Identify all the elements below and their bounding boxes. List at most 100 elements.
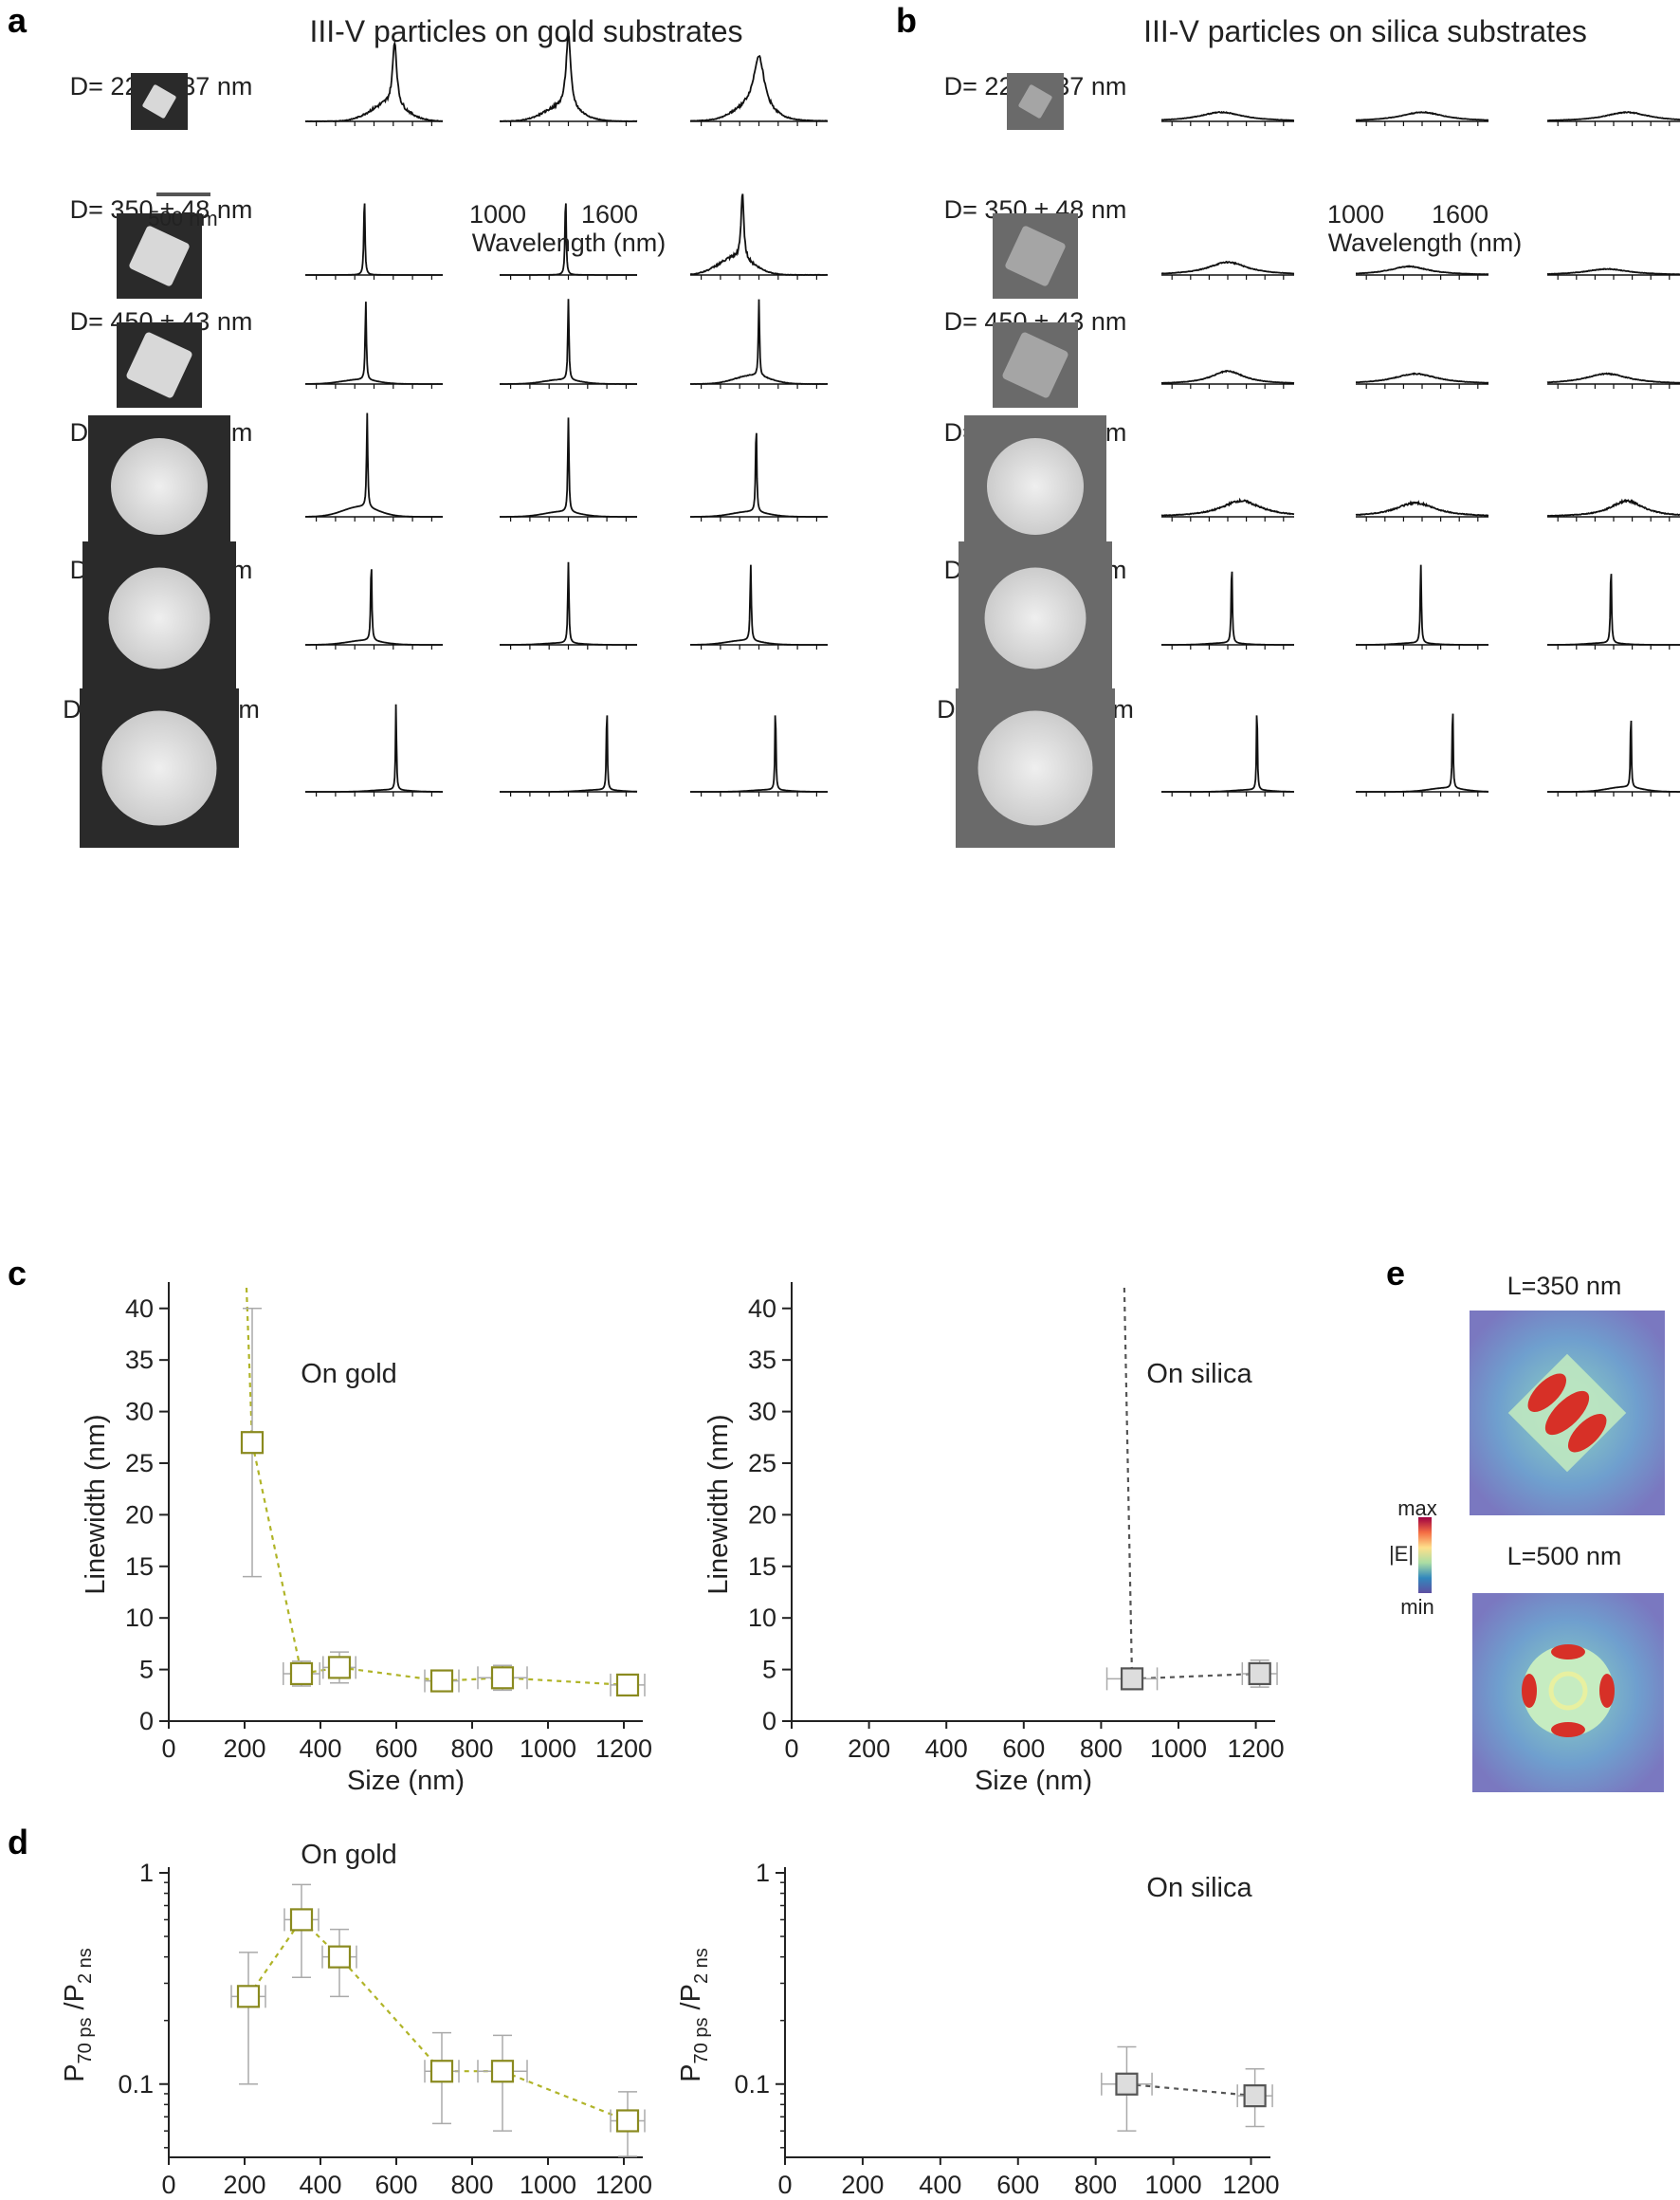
x-tick-label-c-gold-1: 200 (223, 1734, 265, 1763)
data-point-d-silica-0 (1101, 2045, 1153, 2132)
spectrum-gold-3-0 (305, 412, 443, 518)
y-tick-label-c-gold-0: 0 (139, 1707, 154, 1735)
series-line-d-gold (247, 1917, 629, 2122)
x-tick-label-d-gold-1: 200 (223, 2171, 265, 2199)
spectrum-silica-2-2 (1546, 372, 1680, 384)
colorbar: max |E| min (1389, 1496, 1437, 1619)
sem-particle-silica-5 (977, 710, 1093, 826)
spectrum-gold-2-2 (689, 299, 829, 385)
sem-particle-silica-2 (1002, 332, 1068, 398)
data-point-d-gold-3 (424, 2031, 460, 2125)
marker-d-silica-1 (1243, 2084, 1267, 2108)
y-axis-label-d-silica: P70 ps /P2 ns (676, 1948, 712, 2082)
y-tick-label-c-silica-2: 10 (748, 1604, 776, 1632)
marker-d-silica-0 (1115, 2072, 1139, 2096)
marker-d-gold-1 (289, 1908, 314, 1932)
field-map-2-hotspot-left (1522, 1674, 1537, 1708)
spectra-axis-annotation-a: 1000 1600 Wavelength (nm) (469, 200, 666, 257)
y-tick-label-c-gold-8: 40 (125, 1294, 154, 1323)
spectrum-silica-3-2 (1546, 498, 1680, 518)
spectrum-silica-3-1 (1355, 500, 1489, 517)
marker-c-gold-5 (615, 1673, 640, 1697)
field-map-1-hotspot-2 (1544, 1390, 1590, 1436)
x-tick-label-c-silica-3: 600 (1002, 1734, 1045, 1763)
sem-particle-silica-4 (984, 567, 1087, 669)
x-tick-label-d-silica-5: 1000 (1145, 2171, 1202, 2199)
field-map-2-hotspot-bottom (1551, 1722, 1585, 1737)
sem-particle-silica-3 (987, 438, 1084, 535)
data-point-d-gold-5 (610, 2091, 646, 2157)
sem-particle-gold-3 (111, 438, 208, 535)
x-tick-label-d-silica-2: 400 (919, 2171, 961, 2199)
axis-tick-1000-a: 1000 (469, 200, 526, 229)
marker-c-silica-0 (1120, 1667, 1144, 1691)
marker-c-gold-2 (327, 1656, 352, 1679)
data-point-d-silica-1 (1236, 2067, 1273, 2128)
spectrum-gold-1-1 (500, 203, 637, 276)
y-tick-label-c-silica-4: 20 (748, 1500, 776, 1529)
data-point-d-gold-2 (321, 1928, 357, 1998)
series-line-c-gold (245, 1287, 629, 1686)
y-tick-label-c-gold-1: 5 (139, 1656, 154, 1684)
spectrum-gold-1-0 (305, 203, 443, 276)
y-tick-label-d-gold-0: 0.1 (118, 2070, 154, 2099)
colorbar-max-label: max (1397, 1496, 1437, 1520)
y-tick-label-c-silica-1: 5 (762, 1656, 776, 1684)
x-tick-label-d-silica-0: 0 (777, 2171, 792, 2199)
spectrum-silica-2-0 (1160, 370, 1295, 384)
marker-c-gold-4 (490, 1666, 515, 1690)
y-tick-label-c-gold-6: 30 (125, 1398, 154, 1426)
x-axis-label-c-silica: Size (nm) (975, 1766, 1092, 1796)
field-map-2-hotspot-right (1599, 1674, 1615, 1708)
spectrum-silica-3-0 (1160, 497, 1295, 517)
x-tick-label-c-gold-3: 600 (374, 1734, 417, 1763)
y-axis-label-d-gold: P70 ps /P2 ns (60, 1948, 96, 2082)
colorbar-gradient (1418, 1517, 1432, 1593)
spectrum-silica-4-2 (1547, 574, 1680, 646)
x-tick-label-d-silica-3: 600 (996, 2171, 1039, 2199)
data-point-d-gold-4 (477, 2034, 528, 2132)
colorbar-label: |E| (1389, 1542, 1414, 1566)
sem-particle-gold-4 (108, 567, 210, 669)
marker-c-silica-1 (1248, 1661, 1271, 1686)
series-line-c-silica (1123, 1287, 1260, 1680)
y-axis-label-c-gold: Linewidth (nm) (81, 1414, 111, 1594)
data-point-d-gold-0 (230, 1952, 266, 2085)
x-tick-label-c-silica-0: 0 (784, 1734, 798, 1763)
annotation-c-silica: On silica (1146, 1359, 1252, 1389)
spectrum-silica-1-0 (1161, 260, 1295, 275)
annotation-d-gold: On gold (301, 1840, 397, 1870)
x-tick-label-c-gold-6: 1200 (595, 1734, 652, 1763)
scalebar-label: 500 nm (148, 207, 217, 230)
marker-c-gold-0 (240, 1431, 265, 1455)
data-point-d-gold-1 (283, 1883, 320, 1978)
panel-e-letter: e (1386, 1254, 1405, 1292)
sem-particle-silica-1 (1005, 226, 1066, 286)
spectrum-silica-1-1 (1356, 265, 1489, 276)
y-tick-label-c-silica-7: 35 (748, 1346, 776, 1374)
field-map-2-ring (1548, 1671, 1588, 1711)
x-axis-label-c-gold: Size (nm) (347, 1766, 465, 1796)
y-axis-label-part-d-gold-ylabel_sub1: 70 ps (75, 2018, 96, 2064)
field-map-2-particle (1523, 1645, 1614, 1736)
marker-c-gold-1 (289, 1661, 314, 1686)
y-tick-label-c-silica-6: 30 (748, 1398, 776, 1426)
panel-b-letter: b (896, 1, 917, 40)
data-point-c-gold-3 (424, 1669, 460, 1693)
spectra-grid: D= 220 ± 37 nmD= 350 ± 48 nmD= 450 ± 43 … (63, 32, 1680, 848)
y-axis-label-part-d-silica-ylabel_sub1: 70 ps (691, 2018, 712, 2064)
field-map-1-mode (1507, 1353, 1627, 1473)
x-tick-label-d-silica-6: 1200 (1222, 2171, 1279, 2199)
y-tick-label-d-silica-0: 0.1 (734, 2070, 770, 2099)
y-tick-label-c-silica-8: 40 (748, 1294, 776, 1323)
field-map-2-hotspot-top (1551, 1644, 1585, 1659)
data-point-c-gold-2 (322, 1651, 356, 1684)
spectrum-gold-0-0 (304, 40, 444, 122)
x-tick-label-c-gold-0: 0 (161, 1734, 175, 1763)
spectrum-gold-5-0 (305, 704, 443, 793)
y-axis-label-part-d-gold-ylabel_sep: /P (60, 1984, 90, 2017)
x-tick-label-d-gold-3: 600 (374, 2171, 417, 2199)
spectrum-gold-0-1 (500, 32, 638, 122)
